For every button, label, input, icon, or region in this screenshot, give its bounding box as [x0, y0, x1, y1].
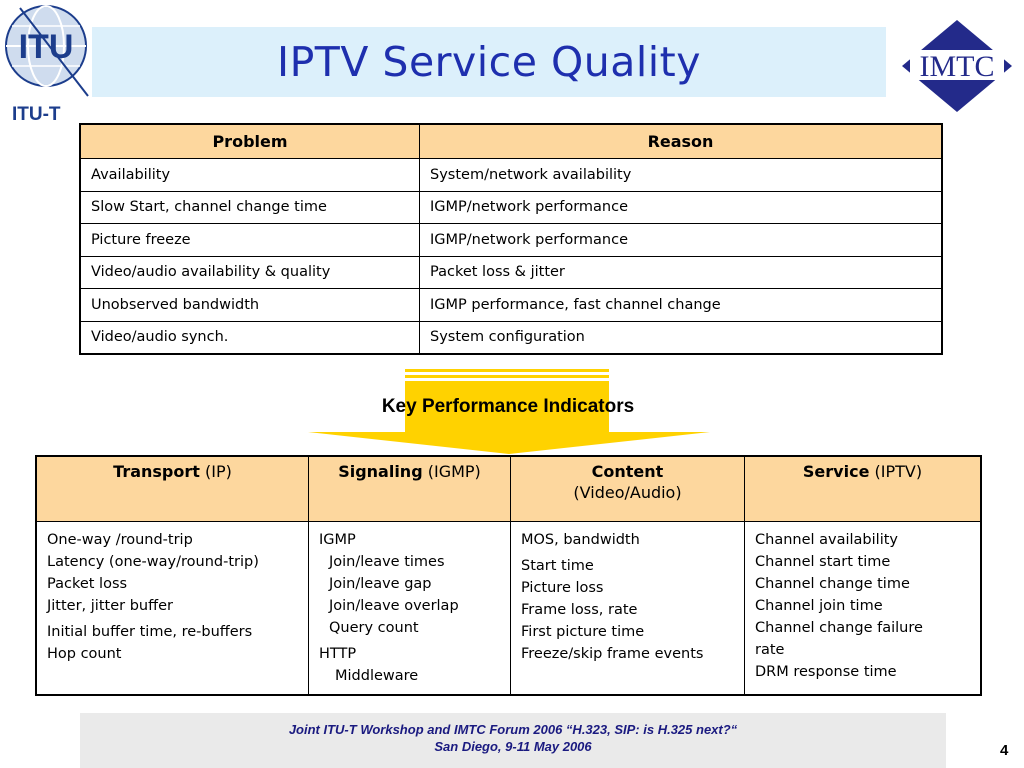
imtc-logo-text: IMTC [920, 50, 995, 83]
column-header-transport: Transport (IP) [35, 455, 309, 522]
table-row: Unobserved bandwidth IGMP performance, f… [79, 288, 943, 322]
footer-line-1: Joint ITU-T Workshop and IMTC Forum 2006… [288, 722, 738, 737]
list-item: IGMP [319, 532, 356, 548]
table-row: Slow Start, channel change time IGMP/net… [79, 190, 943, 224]
list-item: Channel start time [755, 554, 891, 570]
imtc-logo: IMTC [902, 20, 1012, 112]
table-row: Picture freeze IGMP/network performance [79, 223, 943, 257]
list-item: DRM response time [755, 664, 897, 680]
content-cell: MOS, bandwidth Start time Picture loss F… [510, 521, 745, 696]
list-item: Latency (one-way/round-trip) [47, 554, 259, 570]
reason-cell: IGMP/network performance [419, 223, 943, 257]
list-item: HTTP [319, 646, 357, 662]
reason-cell: IGMP/network performance [419, 190, 943, 224]
reason-cell: Packet loss & jitter [419, 255, 943, 289]
table-row: One-way /round-trip Latency (one-way/rou… [35, 521, 982, 696]
itu-logo-text: ITU [19, 28, 74, 66]
reason-cell: System configuration [419, 320, 943, 355]
title-banner: IPTV Service Quality [92, 27, 886, 97]
table-header-row: Problem Reason [79, 123, 943, 159]
list-item: rate [755, 642, 785, 658]
signaling-cell: IGMP Join/leave times Join/leave gap Joi… [308, 521, 511, 696]
transport-cell: One-way /round-trip Latency (one-way/rou… [35, 521, 309, 696]
column-header-problem: Problem [79, 123, 420, 159]
list-item: Packet loss [47, 576, 128, 592]
reason-cell: System/network availability [419, 158, 943, 192]
list-item: Query count [329, 620, 419, 636]
list-item: Join/leave gap [329, 576, 432, 592]
problem-cell: Unobserved bandwidth [79, 288, 420, 322]
table-row: Availability System/network availability [79, 158, 943, 192]
list-item: Picture loss [521, 580, 604, 596]
table-header-row: Transport (IP) Signaling (IGMP) Content(… [35, 455, 982, 522]
column-header-reason: Reason [419, 123, 943, 159]
itu-logo: ITU [5, 5, 89, 97]
column-header-service: Service (IPTV) [744, 455, 982, 522]
column-header-content: Content (Video/Audio) [510, 455, 745, 522]
problem-cell: Video/audio availability & quality [79, 255, 420, 289]
service-cell: Channel availability Channel start time … [744, 521, 982, 696]
list-item: Channel change failure [755, 620, 923, 636]
column-header-signaling: Signaling (IGMP) [308, 455, 511, 522]
page-title: IPTV Service Quality [276, 38, 701, 86]
list-item: Channel availability [755, 532, 898, 548]
footer-line-2: San Diego, 9-11 May 2006 [434, 739, 592, 754]
list-item: Middleware [335, 668, 419, 684]
list-item: Initial buffer time, re-buffers [47, 624, 253, 640]
list-item: MOS, bandwidth [521, 532, 640, 548]
reason-cell: IGMP performance, fast channel change [419, 288, 943, 322]
list-item: First picture time [521, 624, 645, 640]
list-item: Join/leave overlap [329, 598, 459, 614]
problem-reason-table: Problem Reason Availability System/netwo… [79, 123, 943, 355]
down-arrow-graphic [308, 369, 710, 454]
problem-cell: Video/audio synch. [79, 320, 420, 355]
list-item: Hop count [47, 646, 122, 662]
page-number: 4 [1000, 742, 1009, 759]
list-item: Freeze/skip frame events [521, 646, 704, 662]
table-row: Video/audio synch. System configuration [79, 320, 943, 355]
kpi-table: Transport (IP) Signaling (IGMP) Content(… [35, 455, 982, 696]
kpi-heading: Key Performance Indicators [381, 396, 635, 417]
list-item: Frame loss, rate [521, 602, 638, 618]
problem-cell: Picture freeze [79, 223, 420, 257]
list-item: Channel join time [755, 598, 883, 614]
list-item: One-way /round-trip [47, 532, 193, 548]
table-row: Video/audio availability & quality Packe… [79, 255, 943, 289]
itu-t-label: ITU-T [12, 104, 61, 125]
list-item: Jitter, jitter buffer [47, 598, 173, 614]
list-item: Start time [521, 558, 594, 574]
problem-cell: Slow Start, channel change time [79, 190, 420, 224]
list-item: Join/leave times [329, 554, 445, 570]
footer-banner: Joint ITU-T Workshop and IMTC Forum 2006… [80, 713, 946, 768]
problem-cell: Availability [79, 158, 420, 192]
list-item: Channel change time [755, 576, 910, 592]
